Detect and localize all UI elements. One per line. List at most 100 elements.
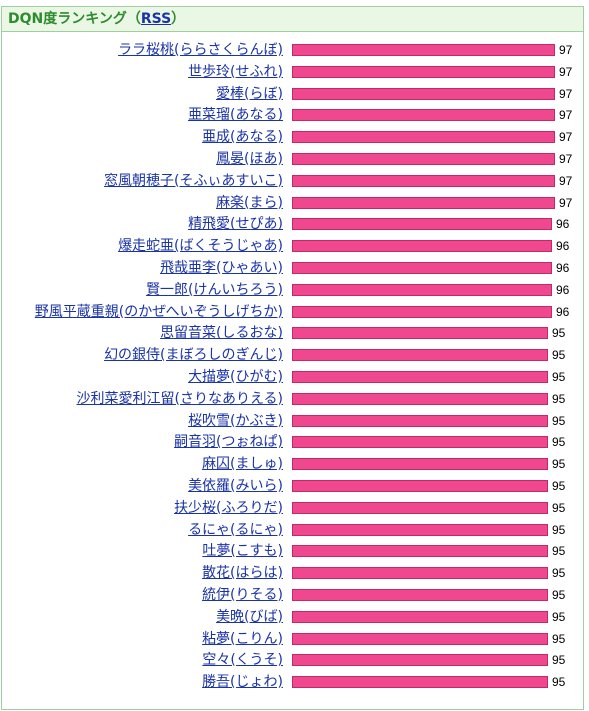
score-bar (292, 65, 555, 78)
score-bar (292, 610, 548, 623)
score-value: 95 (552, 348, 566, 363)
score-bar (292, 349, 548, 362)
ranking-row: 吐夢(こすも) 95 (2, 541, 583, 563)
ranking-name-link[interactable]: 美晩(びば) (216, 608, 283, 625)
score-bar (292, 567, 548, 580)
ranking-list: ララ桜桃(ららさくらんぼ) 97 世歩玲(せふれ) 97 愛棒(らぼ) 97 亜菜瑠(あなる… (2, 40, 583, 694)
ranking-row: 粘夢(こりん) 95 (2, 629, 583, 651)
score-value: 97 (559, 173, 573, 188)
ranking-row: 散花(はらは) 95 (2, 563, 583, 585)
ranking-row: 飛哉亜李(ひゃあい) 96 (2, 258, 583, 280)
ranking-name-link[interactable]: 麻楽(まら) (216, 194, 283, 211)
ranking-name-link[interactable]: 統伊(りそる) (202, 586, 283, 603)
score-bar (292, 152, 555, 165)
score-bar (292, 87, 555, 100)
ranking-name-link[interactable]: 亜成(あなる) (202, 129, 283, 146)
ranking-name-link[interactable]: 亜菜瑠(あなる) (188, 107, 283, 124)
ranking-name-link[interactable]: 窓風朝穂子(そふぃあすいこ) (104, 172, 283, 189)
score-value: 95 (552, 369, 566, 384)
score-value: 95 (552, 326, 566, 341)
score-value: 95 (552, 544, 566, 559)
score-bar (292, 436, 548, 449)
ranking-name-link[interactable]: 吐夢(こすも) (202, 543, 283, 560)
score-bar (292, 131, 555, 144)
ranking-name-link[interactable]: 粘夢(こりん) (202, 630, 283, 647)
score-bar (292, 479, 548, 492)
ranking-row: 勝吾(じょわ) 95 (2, 672, 583, 694)
ranking-row: 爆走蛇亜(ばくそうじゃあ) 96 (2, 236, 583, 258)
ranking-name-link[interactable]: 幻の銀侍(まぼろしのぎんじ) (104, 347, 283, 364)
ranking-name-link[interactable]: 鳳晏(ほあ) (216, 150, 283, 167)
ranking-row: 沙利菜愛利江留(さりなありえる) 95 (2, 389, 583, 411)
ranking-name-link[interactable]: 精飛愛(せぴあ) (188, 216, 283, 233)
score-bar (292, 414, 548, 427)
ranking-row: 幻の銀侍(まぼろしのぎんじ) 95 (2, 345, 583, 367)
score-bar (292, 458, 548, 471)
score-value: 97 (559, 195, 573, 210)
score-value: 97 (559, 151, 573, 166)
rss-link[interactable]: RSS (140, 11, 172, 27)
score-value: 96 (556, 260, 570, 275)
score-bar (292, 44, 555, 56)
ranking-row: 賢一郎(けんいちろう) 96 (2, 280, 583, 302)
score-value: 95 (552, 631, 566, 646)
score-value: 95 (552, 457, 566, 472)
panel-header: DQN度ランキング（RSS） (2, 7, 583, 32)
ranking-name-link[interactable]: 嗣音羽(つぉねぱ) (174, 434, 283, 451)
ranking-panel: DQN度ランキング（RSS） ララ桜桃(ららさくらんぼ) 97 世歩玲(せふれ) 97… (1, 6, 584, 710)
score-value: 95 (552, 653, 566, 668)
score-bar (292, 654, 548, 667)
ranking-name-link[interactable]: 爆走蛇亜(ばくそうじゃあ) (118, 238, 283, 255)
ranking-name-link[interactable]: 扶少桜(ふろりだ) (174, 499, 283, 516)
ranking-name-link[interactable]: 思留音菜(しるおな) (160, 325, 283, 342)
ranking-name-link[interactable]: 散花(はらは) (202, 565, 283, 582)
score-value: 95 (552, 391, 566, 406)
score-bar (292, 196, 555, 209)
ranking-row: 精飛愛(せぴあ) 96 (2, 214, 583, 236)
ranking-name-link[interactable]: ララ桜桃(ららさくらんぼ) (118, 42, 283, 58)
ranking-name-link[interactable]: 桜吹雪(かぶき) (188, 412, 283, 429)
score-value: 97 (559, 64, 573, 79)
ranking-name-link[interactable]: 大描夢(ひがむ) (188, 368, 283, 385)
ranking-name-link[interactable]: 賢一郎(けんいちろう) (146, 281, 283, 298)
ranking-row: 鳳晏(ほあ) 97 (2, 149, 583, 171)
score-bar (292, 327, 548, 340)
score-bar (292, 370, 548, 383)
ranking-row: 思留音菜(しるおな) 95 (2, 323, 583, 345)
score-value: 95 (552, 522, 566, 537)
score-bar (292, 305, 552, 318)
ranking-name-link[interactable]: 麻囚(ましゅ) (202, 456, 283, 473)
ranking-name-link[interactable]: 世歩玲(せふれ) (188, 63, 283, 80)
ranking-row: るにゃ(るにゃ) 95 (2, 520, 583, 542)
ranking-name-link[interactable]: 空々(くうそ) (202, 652, 283, 669)
ranking-name-link[interactable]: 美依羅(みいら) (188, 477, 283, 494)
score-value: 97 (559, 86, 573, 101)
score-bar (292, 501, 548, 514)
score-value: 95 (552, 478, 566, 493)
score-bar (292, 392, 548, 405)
score-value: 95 (552, 609, 566, 624)
ranking-row: ララ桜桃(ららさくらんぼ) 97 (2, 40, 583, 62)
score-value: 97 (559, 43, 573, 57)
score-bar (292, 109, 555, 122)
score-value: 95 (552, 413, 566, 428)
ranking-name-link[interactable]: 沙利菜愛利江留(さりなありえる) (76, 390, 283, 407)
panel-title: DQN度ランキング（ (8, 11, 141, 27)
ranking-row: 美晩(びば) 95 (2, 607, 583, 629)
ranking-row: 統伊(りそる) 95 (2, 585, 583, 607)
ranking-name-link[interactable]: 飛哉亜李(ひゃあい) (160, 259, 283, 276)
ranking-name-link[interactable]: るにゃ(るにゃ) (188, 521, 283, 538)
score-bar (292, 676, 548, 689)
ranking-row: 大描夢(ひがむ) 95 (2, 367, 583, 389)
score-bar (292, 283, 552, 296)
score-value: 95 (552, 435, 566, 450)
score-value: 97 (559, 108, 573, 123)
score-bar (292, 632, 548, 645)
ranking-name-link[interactable]: 野風平蔵重親(のかぜへいぞうしげちか) (34, 303, 283, 320)
ranking-row: 亜成(あなる) 97 (2, 127, 583, 149)
ranking-row: 空々(くうそ) 95 (2, 650, 583, 672)
ranking-name-link[interactable]: 勝吾(じょわ) (202, 674, 283, 691)
ranking-row: 亜菜瑠(あなる) 97 (2, 105, 583, 127)
ranking-name-link[interactable]: 愛棒(らぼ) (216, 85, 283, 102)
score-bar (292, 218, 552, 231)
